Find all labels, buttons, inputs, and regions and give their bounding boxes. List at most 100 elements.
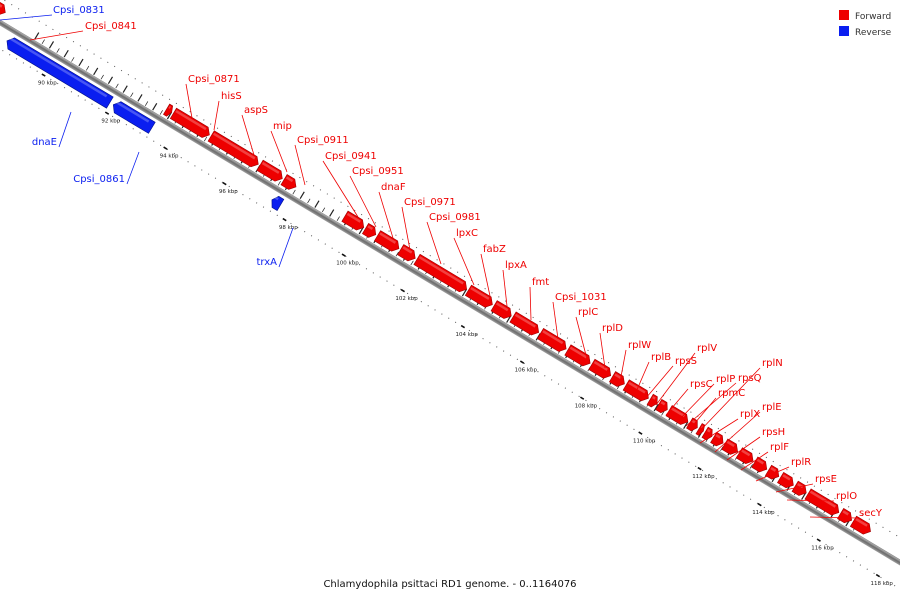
gene-rplR-glyph[interactable]: [791, 480, 809, 498]
gene-fabZ-label[interactable]: fabZ: [483, 244, 506, 255]
gene-Cpsi_0971-glyph[interactable]: [397, 244, 419, 264]
gene-rpsE-label[interactable]: rpsE: [815, 474, 837, 485]
gene-secY-glyph[interactable]: [849, 515, 873, 537]
gene-highlight: [569, 346, 588, 359]
gene-rpsS-label[interactable]: rpsS: [675, 356, 697, 367]
scale-tick: [115, 83, 119, 89]
gene-rplF-label[interactable]: rplF: [770, 442, 789, 453]
gene-rpmC-label[interactable]: rpmC: [718, 388, 745, 399]
gene-rpsC-label[interactable]: rpsC: [690, 379, 713, 390]
gene-mip-glyph[interactable]: [256, 159, 285, 184]
gene-rpsH-label[interactable]: rpsH: [762, 427, 785, 438]
gene-lpxC-label[interactable]: lpxC: [456, 228, 478, 239]
gene-Cpsi_0871-glyph[interactable]: [163, 103, 174, 117]
gene-rplN-glyph[interactable]: [710, 431, 727, 448]
gene-highlight: [741, 449, 751, 457]
gene-highlight: [842, 510, 849, 516]
gene-dnaE-label[interactable]: dnaE: [32, 137, 57, 148]
gene-Cpsi_0951-glyph[interactable]: [361, 222, 378, 239]
gene-rplW-glyph[interactable]: [622, 379, 651, 404]
gene-Cpsi_1031-leader: [552, 301, 559, 340]
gene-lpxC-leader: [453, 237, 475, 286]
scale-marker: [400, 288, 406, 293]
gene-aspS-glyph[interactable]: [207, 130, 261, 170]
gene-rplX-glyph[interactable]: [735, 447, 756, 467]
gene-Cpsi_0861-leader: [126, 151, 140, 185]
gene-trxA-label[interactable]: trxA: [256, 257, 277, 268]
scale-tick: [801, 492, 807, 500]
gene-aspS-label[interactable]: aspS: [244, 105, 268, 116]
gene-rplR-label[interactable]: rplR: [791, 457, 811, 468]
scale-label: 116 kbp: [811, 545, 834, 551]
gene-rplE-label[interactable]: rplE: [762, 402, 782, 413]
gene-rplE-glyph[interactable]: [751, 456, 770, 474]
gene-rplD-glyph[interactable]: [608, 371, 627, 389]
genome-backbone: [0, 0, 900, 577]
scale-tick: [277, 180, 281, 186]
gene-secY-label[interactable]: secY: [859, 508, 883, 519]
gene-dnaE-glyph[interactable]: [4, 35, 114, 109]
scale-marker: [222, 181, 227, 186]
gene-lpxA-label[interactable]: lpxA: [505, 260, 527, 271]
scale-tick: [78, 58, 84, 67]
gene-rplO-glyph[interactable]: [837, 507, 854, 525]
gene-Cpsi_0911-glyph[interactable]: [280, 174, 299, 192]
gene-dnaF-label[interactable]: dnaF: [381, 182, 406, 193]
gene-Cpsi_0861-label[interactable]: Cpsi_0861: [73, 174, 125, 185]
gene-rplW-label[interactable]: rplW: [628, 340, 651, 351]
gene-dnaF-glyph[interactable]: [373, 230, 402, 254]
gene-Cpsi_0831-label[interactable]: Cpsi_0831: [53, 5, 105, 16]
gene-rplX-label[interactable]: rplX: [740, 409, 760, 420]
gene-trxA-leader: [278, 227, 294, 268]
gene-Cpsi_0981-glyph[interactable]: [413, 253, 470, 294]
gene-Cpsi_0951-label[interactable]: Cpsi_0951: [352, 166, 404, 177]
gene-rplP-label[interactable]: rplP: [716, 374, 735, 385]
gene-Cpsi_0871-leader: [185, 83, 193, 119]
gene-trxA-glyph[interactable]: [269, 194, 285, 211]
gene-rplB-glyph[interactable]: [646, 393, 660, 408]
gene-rplF-glyph[interactable]: [777, 471, 796, 490]
gene-mip-label[interactable]: mip: [273, 121, 292, 132]
gene-fmt-label[interactable]: fmt: [532, 277, 549, 288]
gene-rplO-label[interactable]: rplO: [836, 491, 857, 502]
gene-rpsE-glyph[interactable]: [804, 488, 842, 518]
gene-Cpsi_0971-label[interactable]: Cpsi_0971: [404, 197, 456, 208]
gene-fabZ-glyph[interactable]: [490, 300, 514, 322]
scale-marker: [519, 360, 525, 364]
gene-rplC-glyph[interactable]: [588, 358, 614, 381]
scale-tick: [336, 216, 340, 221]
gene-Cpsi_0861-glyph[interactable]: [110, 99, 156, 134]
gene-rplB-label[interactable]: rplB: [651, 352, 671, 363]
gene-Cpsi_0841-glyph[interactable]: [0, 0, 8, 18]
gene-rplN-label[interactable]: rplN: [762, 358, 783, 369]
gene-highlight: [542, 330, 564, 345]
gene-rplC-label[interactable]: rplC: [578, 307, 598, 318]
gene-rpsC-glyph[interactable]: [686, 417, 701, 433]
gene-highlight: [670, 407, 686, 418]
gene-Cpsi_0841-label[interactable]: Cpsi_0841: [85, 21, 137, 32]
gene-hisS-glyph[interactable]: [169, 107, 212, 140]
gene-Cpsi_1031-label[interactable]: Cpsi_1031: [555, 292, 607, 303]
gene-Cpsi_0911-label[interactable]: Cpsi_0911: [297, 135, 349, 146]
gene-Cpsi_0871-label[interactable]: Cpsi_0871: [188, 74, 240, 85]
scale-marker: [163, 146, 168, 150]
gene-Cpsi_0941-glyph[interactable]: [341, 210, 367, 233]
gene-highlight: [770, 466, 777, 472]
gene-highlight: [855, 517, 868, 527]
scale-tick: [292, 189, 296, 195]
scale-tick: [683, 421, 689, 430]
gene-Cpsi_0941-label[interactable]: Cpsi_0941: [325, 151, 377, 162]
gene-rpsS-glyph[interactable]: [655, 398, 671, 414]
gene-rplV-label[interactable]: rplV: [697, 343, 717, 354]
gene-lpxA-glyph[interactable]: [509, 311, 542, 338]
scale-marker: [282, 217, 287, 222]
gene-Cpsi_0981-label[interactable]: Cpsi_0981: [429, 212, 481, 223]
gene-hisS-label[interactable]: hisS: [221, 91, 242, 102]
gene-fmt-glyph[interactable]: [536, 327, 569, 354]
gene-rplV-leader: [655, 352, 696, 406]
gene-rplP-leader: [677, 383, 715, 422]
gene-rplD-label[interactable]: rplD: [602, 323, 623, 334]
scale-marker: [697, 466, 702, 471]
scale-tick: [137, 94, 143, 102]
gene-lpxC-glyph[interactable]: [464, 284, 495, 310]
